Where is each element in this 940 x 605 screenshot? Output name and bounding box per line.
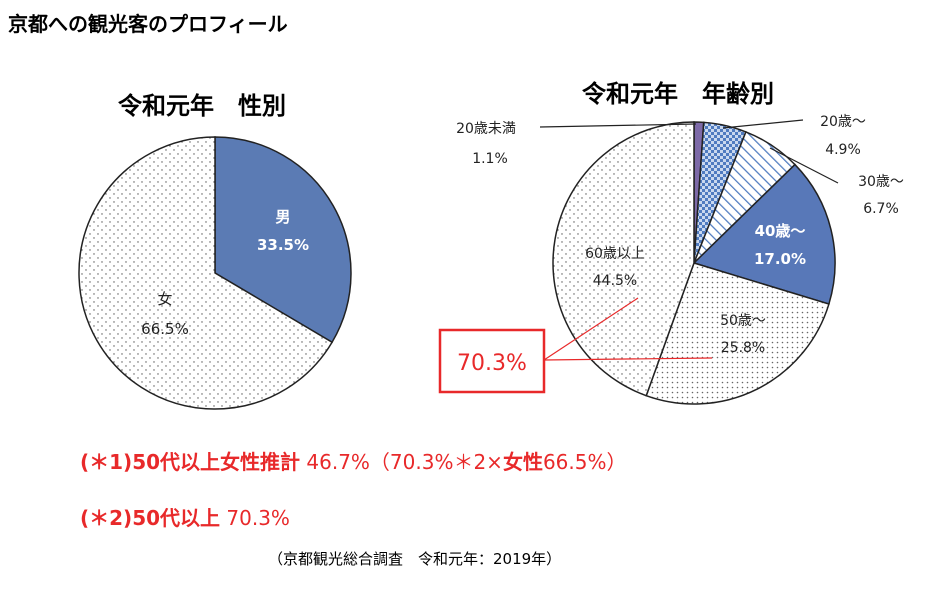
annotation-line-50s	[543, 357, 713, 361]
age-value-50s: 25.8%	[721, 340, 765, 356]
age-value-under-20: 1.1%	[472, 151, 508, 167]
note-1-rest: 46.7%（70.3%＊2×	[300, 450, 503, 474]
note-1-bold: 女性	[502, 450, 543, 474]
leader-30s	[769, 147, 839, 184]
age-value-30s: 6.7%	[863, 201, 899, 217]
age-label-60-plus: 60歳以上	[585, 246, 645, 262]
note-1-tail: 66.5%）	[542, 450, 627, 474]
age-value-40s: 17.0%	[754, 250, 806, 268]
gender-label-male: 男	[275, 208, 290, 226]
age-chart-title: 令和元年 年齢別	[582, 80, 774, 108]
gender-slice-male	[214, 136, 352, 344]
gender-slice-female	[78, 136, 334, 410]
gender-label-female: 女	[157, 290, 172, 308]
leader-20s	[722, 119, 804, 129]
age-value-60-plus: 44.5%	[593, 273, 637, 289]
source-citation: （京都観光総合調査 令和元年：2019年）	[268, 550, 562, 568]
annotation-box	[438, 328, 546, 394]
age-label-20s: 20歳～	[820, 114, 866, 130]
note-1-prefix: (＊1)50代以上女性推計	[80, 450, 301, 474]
page-title: 京都への観光客のプロフィール	[8, 12, 288, 36]
age-slice-40s	[692, 163, 836, 305]
age-value-20s: 4.9%	[825, 142, 861, 158]
age-slice-60-plus	[552, 121, 695, 397]
age-label-40s: 40歳～	[755, 222, 806, 240]
note-2: (＊2)50代以上 70.3%	[80, 502, 290, 531]
age-label-30s: 30歳～	[858, 174, 904, 190]
note-1: (＊1)50代以上女性推計 46.7%（70.3%＊2×女性66.5%）	[80, 446, 627, 475]
gender-chart-title: 令和元年 性別	[118, 92, 286, 120]
annotation-value: 70.3%	[457, 351, 527, 376]
age-label-50s: 50歳～	[720, 313, 766, 329]
age-slice-50s	[645, 262, 830, 405]
leader-under-20	[539, 123, 697, 128]
gender-value-female: 66.5%	[141, 320, 189, 338]
note-2-rest: 70.3%	[220, 506, 290, 530]
annotation-line-60-plus	[543, 297, 639, 361]
gender-value-male: 33.5%	[257, 236, 309, 254]
note-2-prefix: (＊2)50代以上	[80, 506, 221, 530]
age-label-under-20: 20歳未満	[456, 121, 516, 137]
